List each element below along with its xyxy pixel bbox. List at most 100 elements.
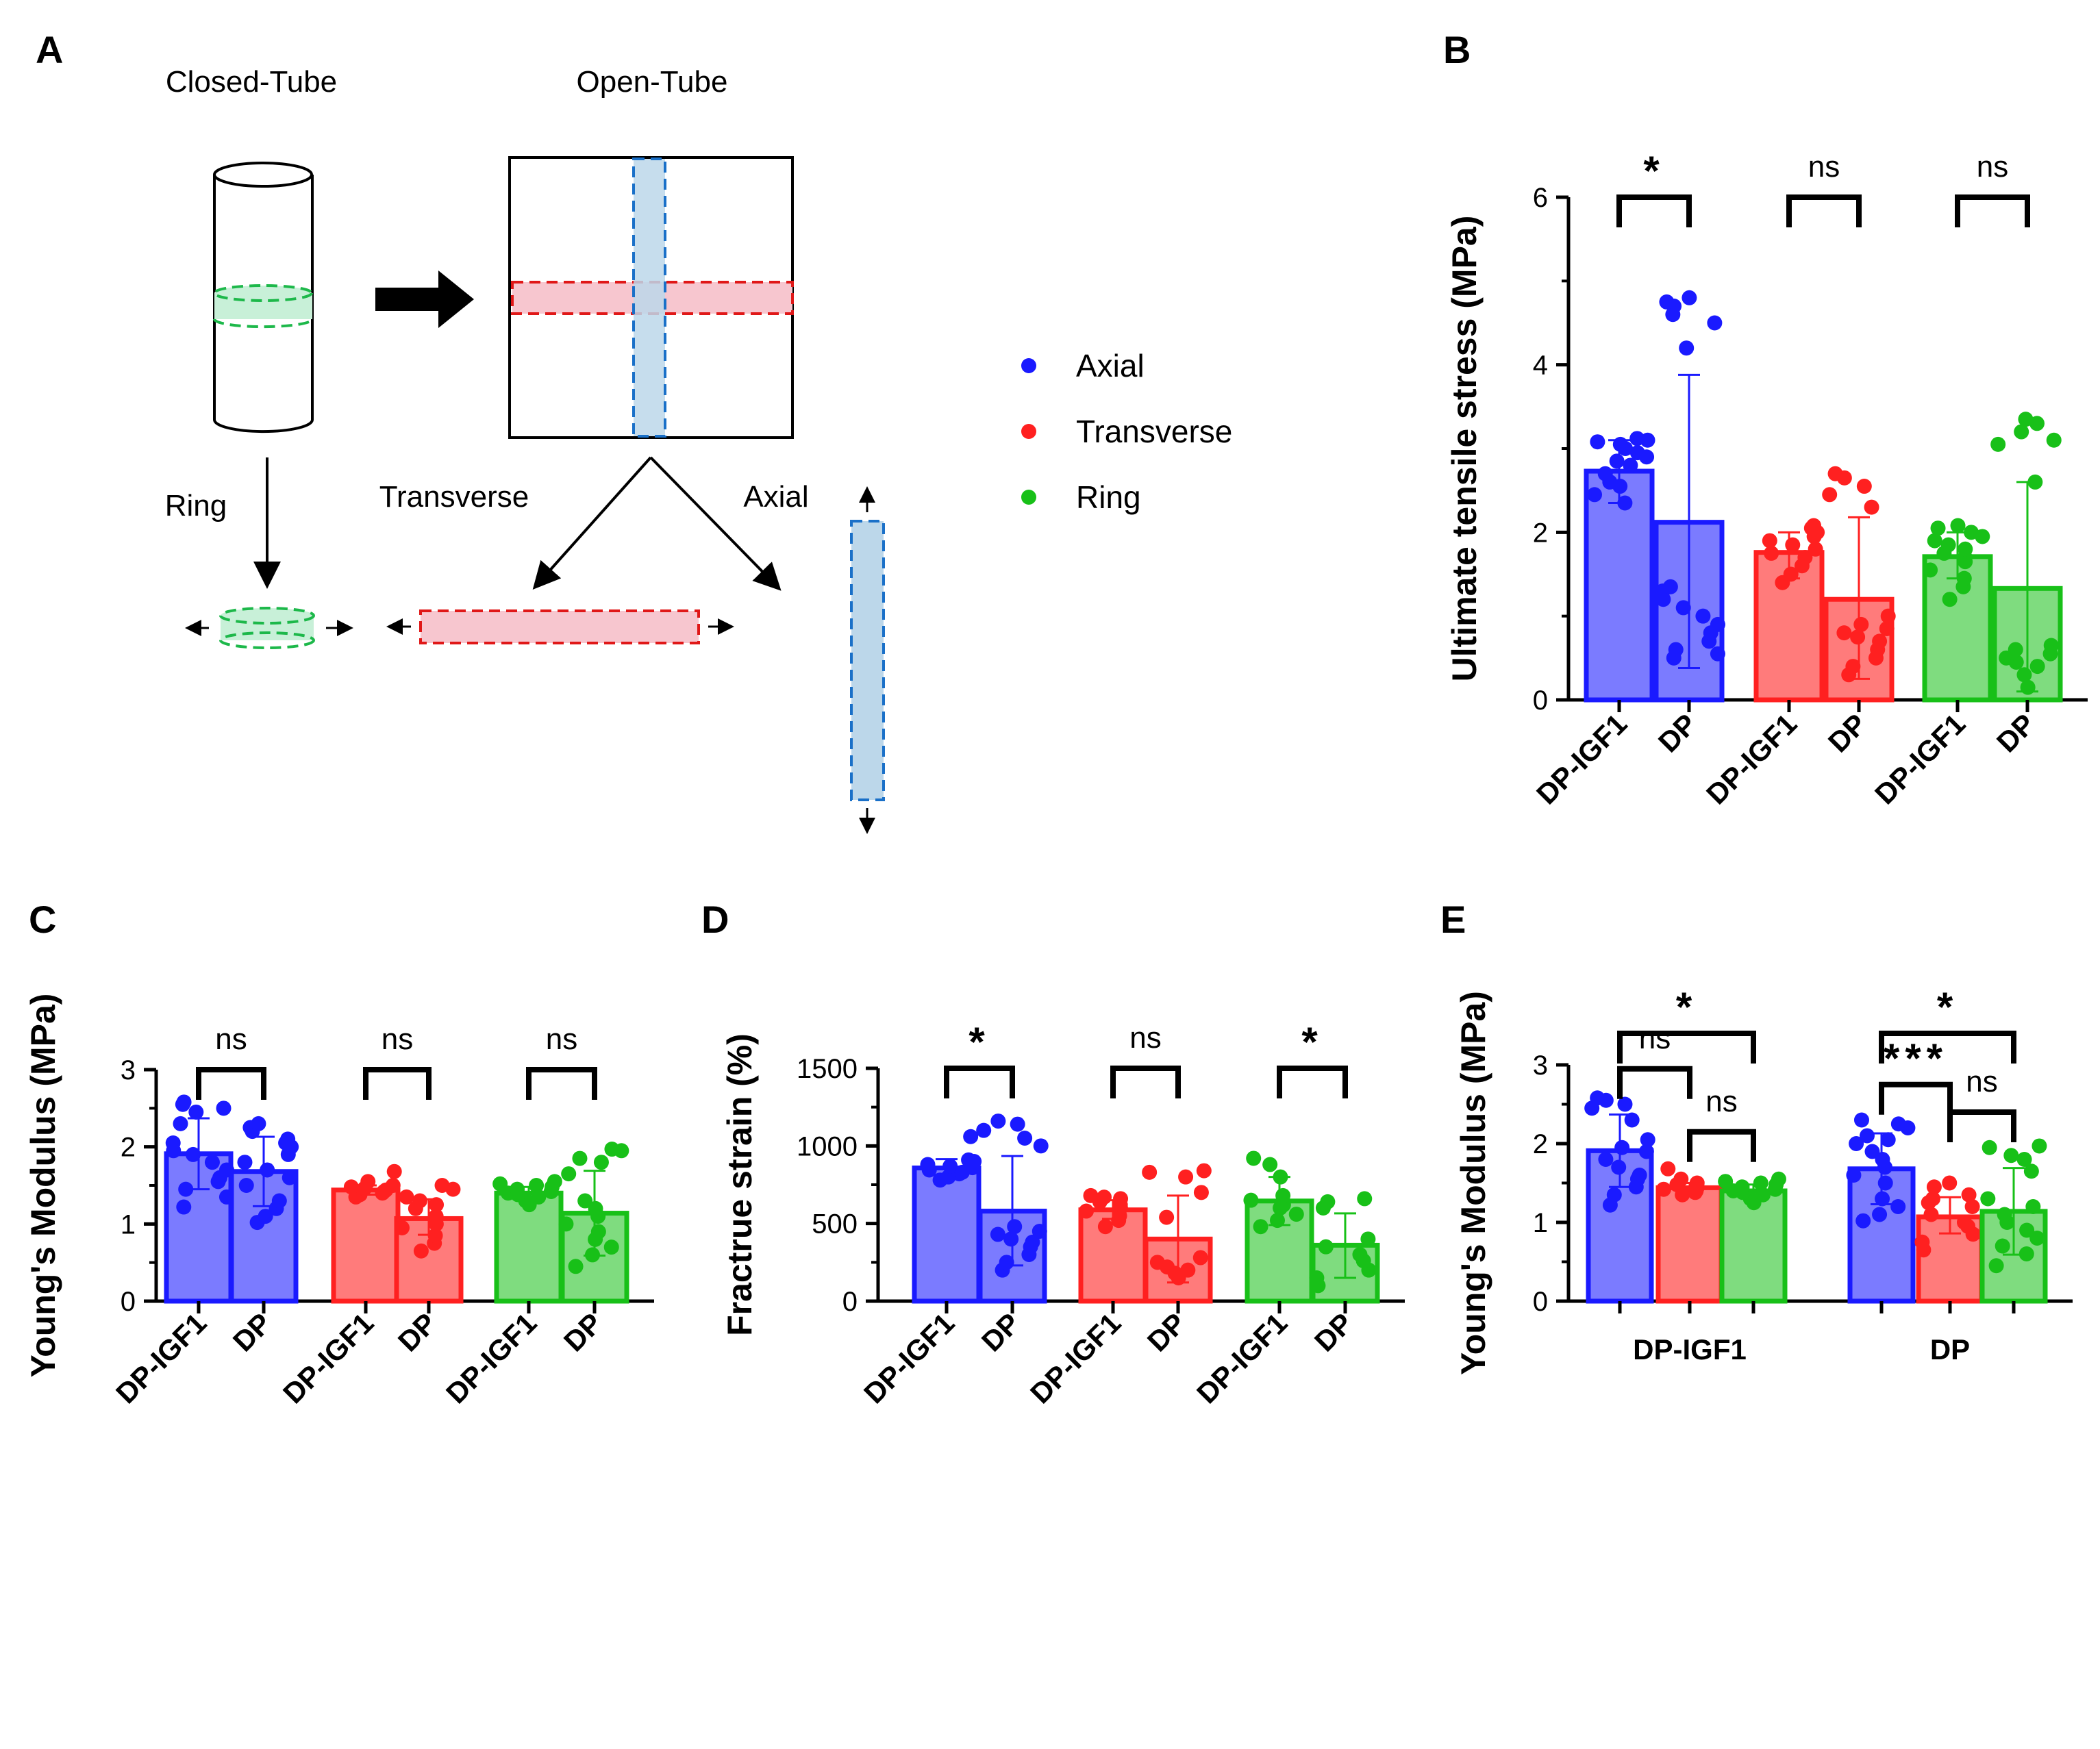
data-point <box>412 1193 427 1209</box>
data-point <box>1113 1191 1129 1207</box>
data-point <box>529 1178 545 1193</box>
data-point <box>1864 1144 1880 1159</box>
data-point <box>1629 445 1645 461</box>
data-point <box>1003 1231 1019 1247</box>
data-point <box>2019 1222 2035 1238</box>
data-point <box>1689 1175 1705 1191</box>
data-point <box>976 1122 992 1138</box>
data-point <box>1273 1169 1288 1185</box>
data-point <box>1196 1163 1212 1179</box>
data-point <box>1193 1185 1209 1200</box>
significance-label: ns <box>546 1022 577 1056</box>
data-point <box>238 1178 254 1193</box>
data-point <box>1612 436 1628 452</box>
data-point <box>1877 1175 1893 1191</box>
data-point <box>572 1150 588 1166</box>
data-point <box>510 1181 525 1197</box>
data-point <box>1638 1144 1654 1159</box>
data-point <box>280 1131 296 1147</box>
x-category-label: DP-IGF1 <box>858 1307 960 1409</box>
y-tick-label: 3 <box>1533 1050 1548 1081</box>
axial-arrow <box>649 456 782 591</box>
data-point <box>1734 1179 1750 1195</box>
panel-label-a: A <box>36 28 63 71</box>
open-arrow <box>375 270 474 328</box>
data-point <box>1956 1215 1972 1230</box>
significance-bracket <box>1617 1031 1756 1064</box>
data-point <box>427 1228 443 1244</box>
significance-label: * <box>1676 984 1697 1030</box>
data-point <box>1856 479 1872 494</box>
data-point <box>1890 1116 1906 1132</box>
data-point <box>961 1152 977 1168</box>
data-point <box>1262 1157 1278 1172</box>
significance-bracket <box>196 1067 266 1100</box>
data-point <box>1797 550 1813 566</box>
data-point <box>2029 659 2045 675</box>
x-category-label: DP <box>1652 707 1703 759</box>
data-point <box>188 1104 204 1120</box>
y-axis-title: Young's Modulus (MPa) <box>24 994 62 1378</box>
data-point <box>1097 1219 1113 1235</box>
data-point <box>1033 1138 1049 1154</box>
data-point <box>1597 466 1613 481</box>
data-point <box>1017 1131 1033 1146</box>
data-point <box>2016 1152 2032 1167</box>
data-point <box>1079 1203 1095 1219</box>
data-point <box>547 1174 562 1190</box>
data-point <box>1822 487 1838 503</box>
significance-label: ns <box>1129 1021 1161 1055</box>
data-point <box>1360 1231 1376 1247</box>
data-point <box>1764 545 1779 561</box>
data-point <box>1845 659 1861 675</box>
data-point <box>1988 1258 2004 1274</box>
data-point <box>1269 1213 1285 1229</box>
significance-label: ns <box>382 1022 413 1056</box>
data-point <box>1846 1168 1862 1183</box>
data-point <box>1083 1187 1099 1203</box>
significance-bracket <box>1617 1066 1692 1099</box>
data-point <box>2008 642 2023 657</box>
data-point <box>2025 1199 2041 1214</box>
y-axis-title: Fractrue strain (%) <box>721 1033 759 1336</box>
x-category-label: DP-IGF1 <box>1190 1307 1293 1409</box>
significance-label: ns <box>1639 1022 1671 1055</box>
data-point <box>1246 1150 1262 1166</box>
data-point <box>999 1255 1014 1270</box>
x-group-label: DP <box>1930 1333 1970 1366</box>
data-point <box>1320 1194 1336 1209</box>
data-point <box>176 1199 192 1215</box>
data-point <box>1679 340 1695 356</box>
data-point <box>1950 518 1966 533</box>
data-point <box>1032 1224 1047 1239</box>
axial-specimen <box>850 486 885 834</box>
legend-marker-axial <box>1021 358 1036 373</box>
data-point <box>1192 1250 1208 1266</box>
data-point <box>1695 608 1711 624</box>
data-point <box>1682 290 1697 305</box>
data-point <box>395 1220 410 1235</box>
significance-label: * <box>1643 148 1664 194</box>
data-point <box>1872 1207 1888 1222</box>
data-point <box>577 1193 593 1209</box>
data-point <box>1880 1132 1896 1148</box>
legend-marker-ring <box>1021 490 1036 505</box>
axial-label: Axial <box>743 480 808 514</box>
y-tick-label: 3 <box>121 1055 136 1085</box>
legend: Axial Transverse Ring <box>1021 348 1232 515</box>
y-tick-label: 2 <box>1533 1129 1548 1159</box>
data-point <box>1880 608 1896 624</box>
y-tick-label: 1000 <box>797 1131 858 1161</box>
data-point <box>2023 1163 2039 1179</box>
open-tube-label: Open-Tube <box>577 65 728 99</box>
data-point <box>1836 625 1852 641</box>
data-point <box>428 1209 444 1224</box>
significance-label: * <box>1301 1019 1323 1065</box>
data-point <box>593 1155 609 1170</box>
data-point <box>165 1135 181 1151</box>
data-point <box>1958 541 1973 557</box>
y-tick-label: 0 <box>1533 1287 1548 1317</box>
data-point <box>1673 1171 1689 1187</box>
data-point <box>558 1216 574 1232</box>
